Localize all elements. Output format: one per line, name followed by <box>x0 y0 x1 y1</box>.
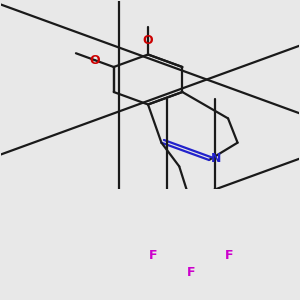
Text: O: O <box>143 34 153 47</box>
Text: F: F <box>187 266 195 279</box>
Text: F: F <box>224 249 233 262</box>
Text: N: N <box>211 152 221 165</box>
Text: O: O <box>89 54 100 67</box>
Text: F: F <box>149 249 158 262</box>
